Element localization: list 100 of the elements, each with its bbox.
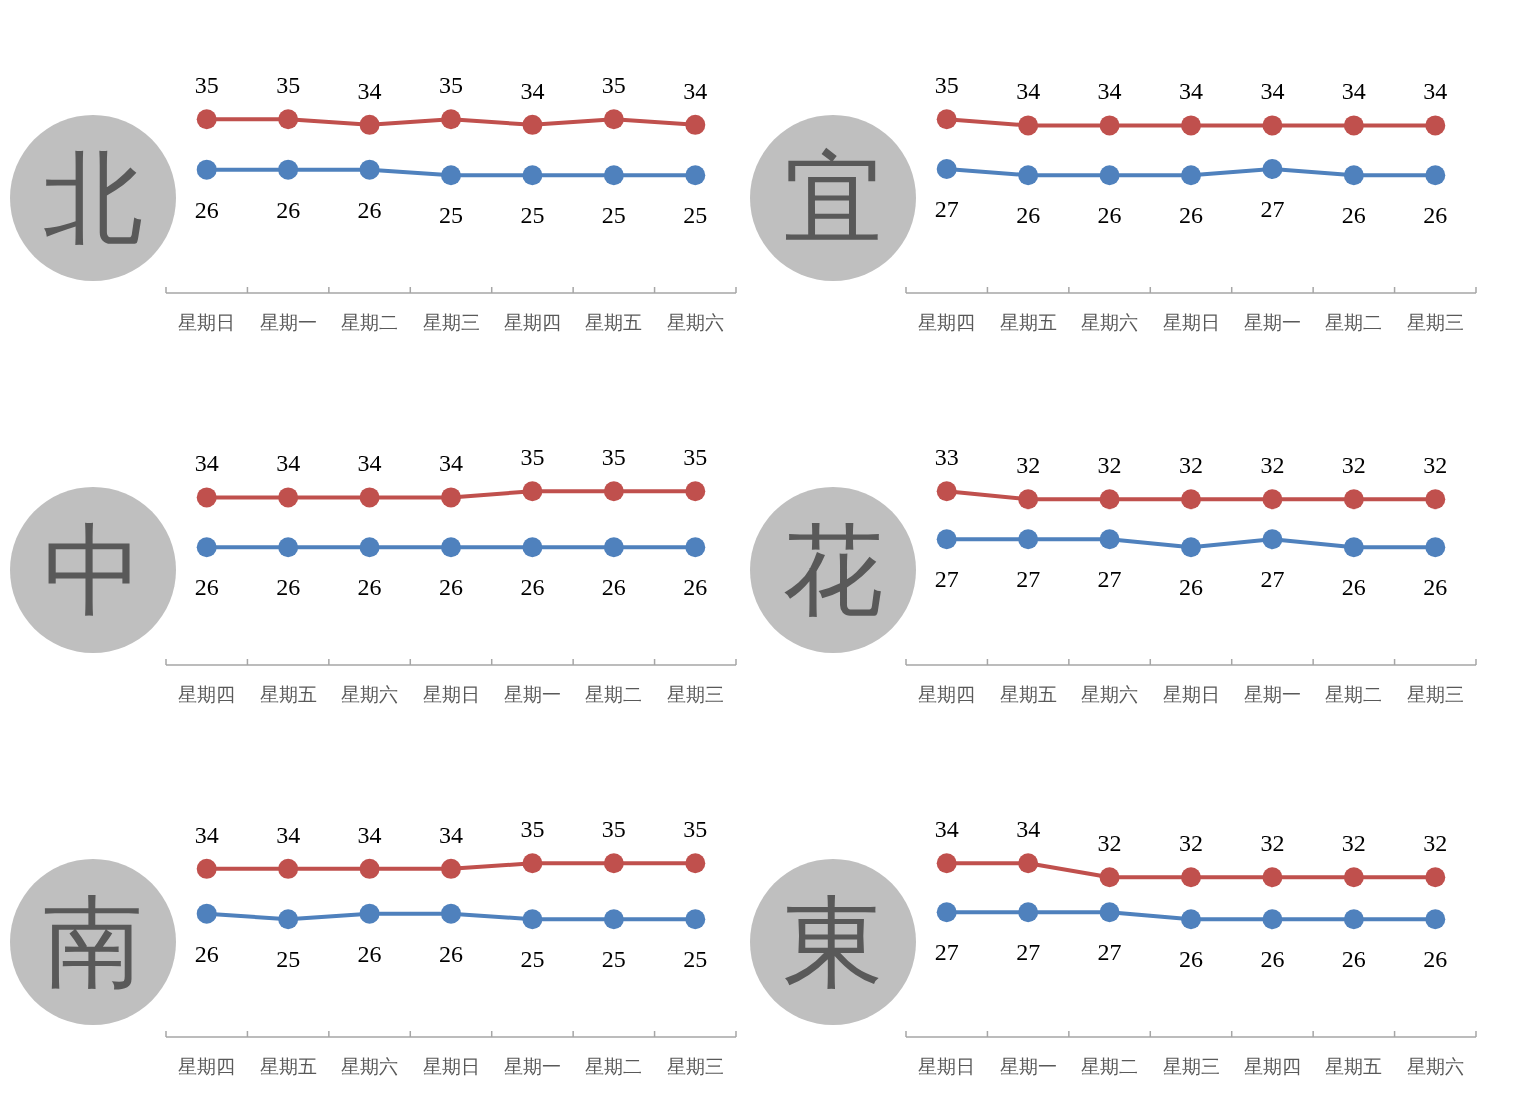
data-label: 32: [1423, 452, 1448, 479]
point: [1181, 537, 1201, 558]
data-label: 34: [357, 450, 382, 477]
point: [1099, 902, 1120, 923]
data-label: 34: [1097, 78, 1122, 105]
x-tick-label: 星期日: [178, 311, 236, 333]
data-label: 34: [1423, 78, 1448, 105]
point: [1262, 159, 1283, 180]
x-tick-label: 星期一: [503, 683, 561, 705]
point: [1018, 165, 1039, 186]
data-label: 35: [439, 72, 463, 99]
point: [936, 853, 957, 874]
point: [1343, 165, 1364, 186]
data-label: 26: [357, 574, 382, 601]
data-label: 35: [194, 72, 219, 99]
point: [1018, 489, 1039, 510]
data-label: 32: [1179, 830, 1203, 857]
data-label: 26: [357, 196, 382, 223]
data-label: 32: [1260, 830, 1285, 857]
x-tick-label: 星期日: [422, 683, 480, 705]
x-tick-label: 星期三: [1406, 683, 1464, 705]
data-label: 35: [276, 72, 301, 99]
point: [603, 109, 624, 130]
data-label: 34: [520, 77, 545, 104]
data-label: 34: [1341, 78, 1366, 105]
point: [1343, 909, 1364, 930]
point: [278, 909, 299, 930]
data-label: 25: [683, 202, 708, 229]
data-label: 34: [357, 77, 382, 104]
point: [522, 165, 543, 186]
data-label: 35: [601, 72, 626, 99]
point: [1181, 165, 1201, 186]
data-label: 26: [194, 940, 219, 967]
data-label: 26: [357, 940, 382, 967]
x-tick-label: 星期日: [1162, 311, 1220, 333]
point: [196, 858, 217, 879]
point: [1262, 529, 1283, 550]
point: [196, 109, 217, 130]
x-tick-label: 星期五: [1325, 1055, 1383, 1077]
x-tick-label: 星期三: [1406, 311, 1464, 333]
data-label: 26: [1341, 202, 1366, 229]
x-tick-label: 星期四: [1243, 1055, 1301, 1077]
x-tick-label: 星期二: [1325, 311, 1383, 333]
data-label: 26: [1260, 946, 1285, 973]
data-label: 26: [194, 574, 219, 601]
data-label: 32: [1341, 830, 1366, 857]
point: [1425, 165, 1446, 186]
data-label: 26: [439, 940, 463, 967]
data-label: 32: [1423, 830, 1448, 857]
x-tick-label: 星期日: [918, 1055, 976, 1077]
point: [1018, 529, 1039, 550]
data-label: 27: [934, 196, 959, 223]
point: [441, 165, 461, 186]
data-label: 26: [683, 574, 708, 601]
x-tick-label: 星期一: [1243, 311, 1301, 333]
x-tick-label: 星期一: [999, 1055, 1057, 1077]
point: [936, 109, 957, 130]
data-label: 26: [1423, 574, 1448, 601]
point: [441, 903, 461, 924]
chart-title: 東: [783, 884, 883, 1001]
data-label: 34: [276, 450, 301, 477]
data-label: 27: [1097, 566, 1122, 593]
chart-title: 南: [43, 884, 143, 1001]
data-label: 34: [683, 77, 708, 104]
point: [1018, 853, 1039, 874]
data-label: 35: [601, 444, 626, 471]
data-label: 25: [276, 946, 301, 973]
point: [1099, 529, 1120, 550]
point: [936, 529, 957, 550]
x-tick-label: 星期四: [918, 683, 976, 705]
x-tick-label: 星期四: [503, 311, 561, 333]
point: [603, 853, 624, 874]
point: [441, 858, 461, 879]
data-label: 27: [1260, 196, 1285, 223]
x-tick-label: 星期一: [1243, 683, 1301, 705]
data-label: 26: [1179, 202, 1203, 229]
chart-title: 花: [783, 512, 883, 629]
x-tick-label: 星期五: [585, 311, 643, 333]
point: [522, 909, 543, 930]
point: [196, 903, 217, 924]
chart-title: 北: [43, 140, 143, 257]
point: [1425, 909, 1446, 930]
data-label: 34: [1179, 78, 1203, 105]
point: [1099, 115, 1120, 136]
data-label: 26: [1341, 574, 1366, 601]
point: [1099, 489, 1120, 510]
chart-title: 宜: [783, 140, 883, 257]
data-label: 32: [1341, 452, 1366, 479]
point: [278, 858, 299, 879]
data-label: 27: [1260, 566, 1285, 593]
data-label: 25: [601, 946, 626, 973]
data-label: 34: [357, 821, 382, 848]
data-label: 34: [194, 450, 219, 477]
x-tick-label: 星期六: [341, 1055, 399, 1077]
point: [685, 114, 706, 135]
point: [1262, 489, 1283, 510]
data-label: 32: [1097, 452, 1122, 479]
data-label: 27: [1097, 939, 1122, 966]
point: [1343, 537, 1364, 558]
data-label: 33: [934, 444, 959, 471]
